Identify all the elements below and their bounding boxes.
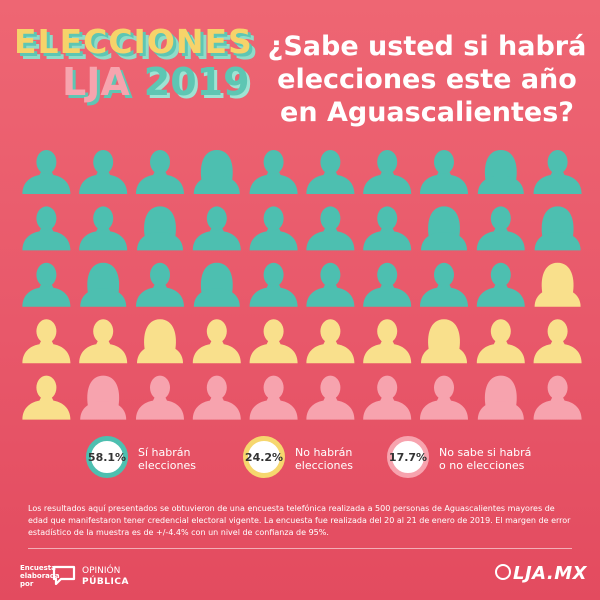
title-line-1: ¿Sabe usted si habrá: [267, 31, 587, 62]
person-icon-si: [477, 150, 524, 194]
person-icon-si: [79, 206, 128, 251]
person-icon-nosabe: [477, 375, 524, 420]
person-icon-si: [136, 262, 184, 307]
person-icon-si: [249, 262, 298, 307]
speech-bubble-icon: [52, 565, 76, 585]
person-icon-no: [534, 262, 581, 307]
brand-elecciones: ELECCIONES: [14, 22, 253, 61]
person-icon-si: [192, 206, 241, 251]
title-line-2: elecciones este año: [277, 64, 577, 95]
legend-label-no-line2: elecciones: [295, 459, 353, 472]
legend-label-si-line2: elecciones: [138, 459, 196, 472]
person-icon-si: [137, 206, 183, 251]
credit-line-2: elaborada: [20, 572, 60, 580]
person-icon-si: [306, 206, 355, 251]
person-icon-si: [193, 262, 240, 307]
person-icon-nosabe: [363, 375, 412, 420]
person-icon-no: [192, 319, 241, 364]
legend-label-si-line1: Sí habrán: [138, 446, 191, 459]
person-icon-si: [79, 150, 128, 194]
legend-label-nosabe: No sabe si habrá o no elecciones: [439, 446, 559, 472]
person-icon-nosabe: [420, 375, 468, 420]
person-icon-no: [421, 319, 467, 364]
person-icon-no: [22, 375, 71, 420]
person-icon-nosabe: [533, 375, 582, 420]
credit-line-3: por: [20, 580, 34, 588]
person-icon-si: [534, 206, 581, 251]
lja-circle-icon: [495, 564, 511, 580]
person-icon-no: [79, 319, 128, 364]
person-icon-nosabe: [192, 375, 241, 420]
person-icon-si: [80, 262, 127, 307]
methodology-footnote: Los resultados aquí presentados se obtuv…: [28, 504, 571, 537]
brand-year: 2019: [143, 60, 250, 104]
opinion-logo-line1: OPINIÓN: [82, 566, 121, 576]
legend-label-nosabe-line1: No sabe si habrá: [439, 446, 532, 459]
legend-ring-si: 58.1%: [86, 436, 128, 478]
person-icon-si: [249, 150, 298, 194]
person-icon-si: [476, 262, 525, 307]
legend-ring-nosabe: 17.7%: [387, 436, 429, 478]
person-icon-no: [363, 319, 412, 364]
chart-title: ¿Sabe usted si habrá elecciones este año…: [262, 30, 592, 129]
person-icon-no: [306, 319, 355, 364]
footer-divider: [28, 548, 572, 549]
opinion-publica-logo: OPINIÓN PÚBLICA: [82, 566, 129, 588]
brand-lja: LJA: [62, 60, 130, 104]
person-icon-si: [420, 150, 468, 194]
lja-mx-text: LJA.MX: [513, 563, 588, 584]
person-icon-si: [363, 150, 412, 194]
person-icon-no: [476, 319, 525, 364]
lja-mx-logo[interactable]: LJA.MX: [495, 563, 587, 584]
person-icon-si: [136, 150, 184, 194]
brand-lja-2019: LJA 2019: [62, 60, 250, 104]
legend-label-no-line1: No habrán: [295, 446, 353, 459]
person-icon-si: [249, 206, 298, 251]
legend-ring-no: 24.2%: [243, 436, 285, 478]
person-icon-no: [533, 319, 582, 364]
person-icon-si: [363, 206, 412, 251]
person-icon-nosabe: [136, 375, 184, 420]
person-icon-si: [306, 262, 355, 307]
title-line-3: en Aguascalientes?: [280, 97, 574, 128]
legend-label-no: No habrán elecciones: [295, 446, 415, 472]
person-icon-nosabe: [80, 375, 127, 420]
person-icon-si: [533, 150, 582, 194]
legend-label-nosabe-line2: o no elecciones: [439, 459, 525, 472]
pictogram-grid: [22, 150, 582, 420]
person-icon-si: [421, 206, 467, 251]
credit-line-1: Encuesta: [20, 564, 56, 572]
person-icon-si: [306, 150, 355, 194]
person-icon-nosabe: [249, 375, 298, 420]
person-icon-si: [22, 206, 71, 251]
person-icon-nosabe: [306, 375, 355, 420]
person-icon-no: [249, 319, 298, 364]
person-icon-si: [22, 150, 71, 194]
person-icon-si: [420, 262, 468, 307]
credit-text: Encuesta elaborada por: [20, 564, 60, 588]
legend: 58.1% Sí habrán elecciones 24.2% No habr…: [0, 436, 600, 496]
person-icon-si: [476, 206, 525, 251]
person-icon-si: [363, 262, 412, 307]
legend-label-si: Sí habrán elecciones: [138, 446, 258, 472]
person-icon-si: [22, 262, 71, 307]
person-icon-no: [22, 319, 71, 364]
person-icon-no: [137, 319, 183, 364]
opinion-logo-line2: PÚBLICA: [82, 577, 129, 587]
person-icon-si: [193, 150, 240, 194]
